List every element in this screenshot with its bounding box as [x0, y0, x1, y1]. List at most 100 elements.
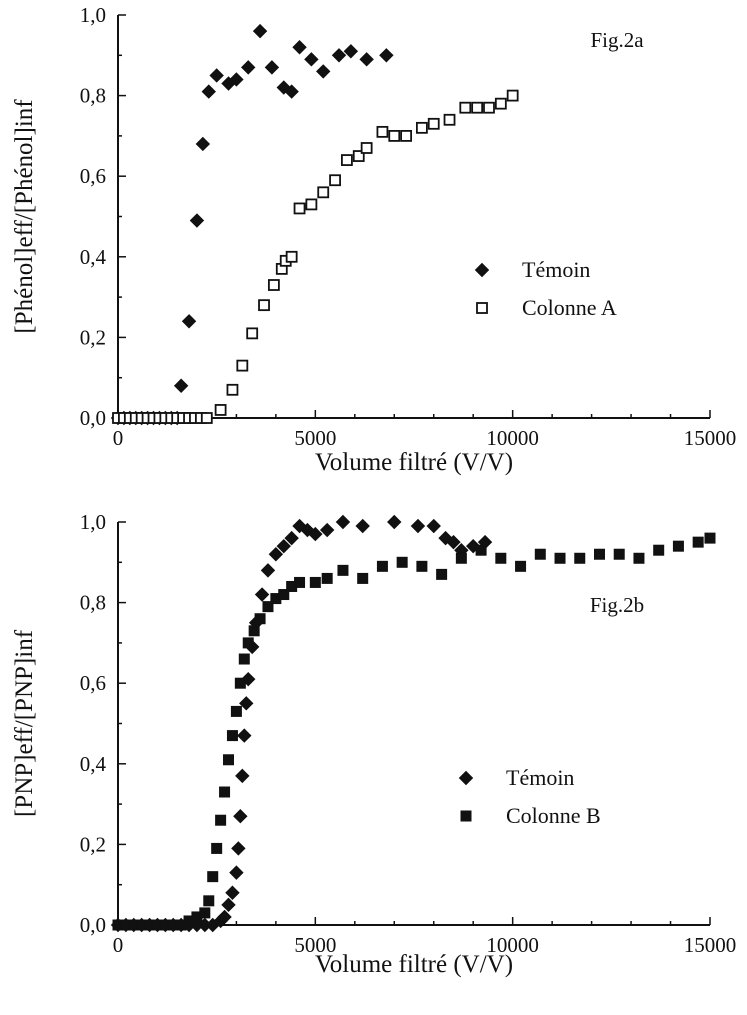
- x-axis-label: Volume filtré (V/V): [315, 449, 513, 476]
- data-point: [241, 60, 256, 75]
- data-point: [359, 52, 374, 67]
- y-tick-label: 0,0: [80, 406, 106, 430]
- legend-label: Colonne A: [522, 295, 617, 320]
- data-point: [294, 576, 306, 588]
- legend-marker: [474, 262, 490, 278]
- data-point: [258, 299, 270, 312]
- data-point: [304, 52, 319, 67]
- data-point: [337, 564, 349, 576]
- data-point: [203, 895, 215, 907]
- data-point: [235, 768, 250, 784]
- y-tick-label: 0,8: [80, 84, 106, 108]
- data-point: [410, 518, 426, 534]
- x-tick-label: 5000: [294, 933, 336, 957]
- data-point: [305, 198, 318, 211]
- data-point: [343, 44, 359, 59]
- data-point: [260, 563, 276, 578]
- data-point: [317, 186, 330, 199]
- data-point: [331, 48, 347, 63]
- data-point: [215, 814, 227, 826]
- data-point: [704, 532, 716, 544]
- legend-label: Témoin: [522, 257, 590, 282]
- data-point: [388, 129, 401, 142]
- data-point: [459, 101, 472, 114]
- data-point: [593, 548, 605, 560]
- x-tick-label: 15000: [684, 426, 737, 450]
- x-axis-label: Volume filtré (V/V): [315, 951, 513, 978]
- data-point: [400, 129, 413, 142]
- data-point: [495, 552, 507, 564]
- series-2: [112, 532, 716, 931]
- data-point: [415, 121, 428, 134]
- data-point: [233, 808, 248, 824]
- data-point: [207, 871, 219, 883]
- data-point: [316, 64, 331, 79]
- data-point: [515, 560, 527, 572]
- data-point: [264, 60, 280, 75]
- data-point: [446, 534, 461, 550]
- chart-panel-2: 0 5000 10000 15000 0,0 0,2 0,4 0,6 0,8 1,0 Volume …: [11, 510, 736, 978]
- data-point: [276, 538, 291, 554]
- data-point: [292, 40, 307, 55]
- data-point: [308, 526, 323, 542]
- data-point: [284, 530, 299, 546]
- y-tick-label: 0,0: [80, 913, 106, 937]
- y-tick-label: 0,4: [80, 245, 107, 269]
- data-point: [574, 552, 586, 564]
- data-point: [692, 536, 704, 548]
- legend-label: Témoin: [506, 765, 574, 790]
- data-point: [229, 865, 244, 880]
- data-point: [200, 412, 213, 424]
- data-point: [231, 841, 246, 856]
- data-point: [379, 48, 394, 63]
- data-point: [252, 23, 268, 39]
- series-1: [110, 23, 394, 426]
- data-point: [239, 696, 254, 711]
- data-point: [455, 552, 467, 564]
- data-point: [221, 897, 236, 913]
- data-point: [246, 327, 259, 340]
- data-point: [613, 548, 625, 560]
- legend: Témoin Colonne B: [458, 765, 601, 828]
- data-point: [633, 552, 645, 564]
- y-tick-label: 0,2: [80, 325, 106, 349]
- legend-marker: [458, 770, 474, 786]
- data-point: [355, 518, 370, 534]
- data-point: [199, 907, 211, 919]
- data-point: [321, 572, 333, 584]
- data-point: [285, 250, 298, 263]
- data-point: [238, 653, 250, 665]
- y-tick-label: 0,6: [80, 164, 106, 188]
- data-point: [225, 885, 240, 900]
- y-tick-label: 0,8: [80, 591, 106, 615]
- data-point: [653, 544, 665, 556]
- data-point: [396, 556, 408, 568]
- data-point: [554, 552, 566, 564]
- data-point: [360, 142, 373, 154]
- y-tick-label: 0,2: [80, 832, 106, 856]
- data-point: [195, 136, 211, 152]
- y-tick-label: 1,0: [80, 3, 106, 27]
- data-point: [254, 613, 266, 625]
- data-point: [436, 568, 448, 580]
- data-point: [211, 842, 223, 854]
- x-tick-label: 15000: [684, 933, 737, 957]
- data-point: [229, 72, 244, 87]
- x-tick-label: 5000: [294, 426, 336, 450]
- data-point: [230, 705, 242, 717]
- data-point: [278, 589, 290, 601]
- data-point: [237, 728, 252, 743]
- data-point: [214, 404, 227, 416]
- data-point: [223, 754, 235, 766]
- legend-label: Colonne B: [506, 803, 601, 828]
- data-point: [226, 730, 238, 742]
- legend-marker: [476, 302, 488, 314]
- data-point: [357, 572, 369, 584]
- figure-annotation: Fig.2b: [590, 593, 644, 617]
- data-point: [173, 378, 189, 393]
- chart-panel-1: 0 5000 10000 15000 0,0 0,2 0,4 0,6 0,8 1,0 Volume …: [11, 3, 736, 476]
- y-axis-label: [Phénol]eff/[Phénol]inf: [11, 99, 38, 334]
- data-point: [293, 202, 306, 215]
- data-point: [234, 677, 246, 689]
- data-point: [319, 522, 335, 538]
